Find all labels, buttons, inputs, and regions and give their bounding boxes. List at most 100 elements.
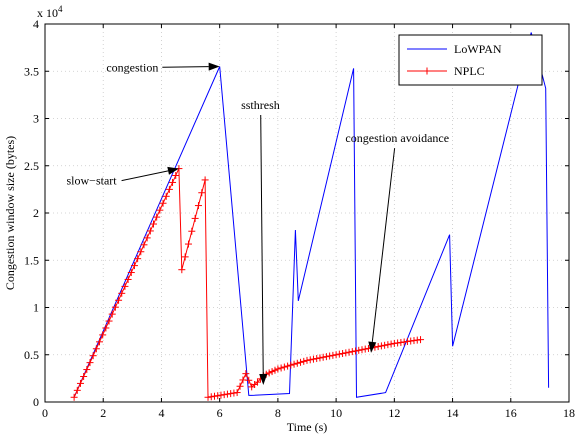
data-point-nplc	[105, 317, 113, 325]
x-tick-label: 14	[447, 406, 459, 420]
data-point-nplc	[210, 392, 218, 400]
data-point-nplc	[384, 341, 392, 349]
data-point-nplc	[214, 392, 222, 400]
legend-marker-nplc	[423, 67, 431, 75]
data-point-nplc	[293, 359, 301, 367]
data-point-nplc	[381, 341, 389, 349]
data-point-nplc	[134, 255, 142, 263]
data-point-nplc	[268, 368, 276, 376]
data-point-nplc	[156, 206, 164, 214]
data-point-nplc	[220, 391, 228, 399]
data-point-nplc	[374, 343, 382, 351]
annotation-arrowhead	[167, 166, 179, 175]
data-point-nplc	[86, 359, 94, 367]
data-point-nplc	[198, 189, 206, 197]
x-tick-label: 4	[158, 406, 164, 420]
annotation-label: congestion avoidance	[345, 131, 449, 145]
data-point-nplc	[417, 336, 425, 344]
data-point-nplc	[277, 364, 285, 372]
data-point-nplc	[127, 269, 135, 277]
data-point-nplc	[188, 227, 196, 235]
data-point-nplc	[121, 282, 129, 290]
data-point-nplc	[146, 227, 154, 235]
data-point-nplc	[242, 370, 250, 378]
x-tick-label: 12	[388, 406, 400, 420]
y-tick-label: 3	[33, 112, 39, 126]
data-point-nplc	[339, 349, 347, 357]
x-tick-label: 6	[217, 406, 223, 420]
data-point-nplc	[345, 348, 353, 356]
data-point-nplc	[271, 366, 279, 374]
data-point-nplc	[223, 390, 231, 398]
data-point-nplc	[76, 379, 84, 387]
data-point-nplc	[115, 296, 123, 304]
data-point-nplc	[201, 176, 209, 184]
data-point-nplc	[287, 361, 295, 369]
data-point-nplc	[162, 192, 170, 200]
data-point-nplc	[303, 356, 311, 364]
data-point-nplc	[92, 345, 100, 353]
data-point-nplc	[332, 351, 340, 359]
data-point-nplc	[236, 382, 244, 390]
data-point-nplc	[355, 346, 363, 354]
data-point-nplc	[73, 386, 81, 394]
data-point-nplc	[377, 342, 385, 350]
data-point-nplc	[233, 389, 241, 397]
series-line-lowpan	[73, 32, 550, 398]
x-tick-label: 18	[563, 406, 575, 420]
data-point-nplc	[111, 303, 119, 311]
data-point-nplc	[204, 393, 212, 401]
y-tick-label: 4	[33, 17, 39, 31]
data-point-nplc	[254, 378, 262, 386]
data-point-nplc	[313, 355, 321, 363]
legend-box	[398, 34, 543, 86]
data-point-nplc	[342, 349, 350, 357]
y-tick-label: 2	[33, 206, 39, 220]
data-point-nplc	[96, 338, 104, 346]
data-point-nplc	[124, 275, 132, 283]
data-point-nplc	[80, 372, 88, 380]
data-point-nplc	[361, 345, 369, 353]
data-point-nplc	[99, 331, 107, 339]
y-axis-label: Congestion window size (bytes)	[3, 136, 17, 290]
data-point-nplc	[181, 253, 189, 261]
data-point-nplc	[352, 347, 360, 355]
data-point-nplc	[137, 248, 145, 256]
x-tick-label: 10	[330, 406, 342, 420]
y-axis-exponent: x 104	[37, 4, 63, 20]
data-point-nplc	[118, 289, 126, 297]
data-point-nplc	[306, 356, 314, 364]
data-point-nplc	[159, 199, 167, 207]
series-layer	[70, 32, 550, 401]
legend-label-lowpan: LoWPAN	[454, 42, 502, 56]
y-tick-label: 3.5	[24, 64, 39, 78]
data-point-nplc	[102, 324, 110, 332]
data-point-nplc	[284, 362, 292, 370]
data-point-nplc	[326, 352, 334, 360]
annotation-arrowhead	[208, 62, 220, 71]
data-point-nplc	[316, 354, 324, 362]
legend: LoWPAN NPLC	[398, 34, 543, 86]
annotation-label: congestion	[106, 60, 158, 74]
data-point-nplc	[108, 310, 116, 318]
data-point-nplc	[140, 241, 148, 249]
y-tick-label: 2.5	[24, 159, 39, 173]
data-point-nplc	[245, 376, 253, 384]
data-point-nplc	[143, 234, 151, 242]
data-point-nplc	[165, 185, 173, 193]
data-point-nplc	[387, 340, 395, 348]
data-point-nplc	[280, 363, 288, 371]
y-tick-label: 0	[33, 395, 39, 409]
data-point-nplc	[172, 172, 180, 180]
annotation-layer: congestion slow−start ssthresh congestion a…	[67, 60, 449, 385]
annotation-arrowhead	[259, 373, 268, 385]
data-point-nplc	[207, 393, 215, 401]
data-point-nplc	[358, 346, 366, 354]
data-point-nplc	[194, 202, 202, 210]
data-point-nplc	[335, 350, 343, 358]
data-point-nplc	[169, 178, 177, 186]
data-point-nplc	[191, 214, 199, 222]
data-point-nplc	[230, 389, 238, 397]
annotation-label: slow−start	[67, 174, 118, 188]
